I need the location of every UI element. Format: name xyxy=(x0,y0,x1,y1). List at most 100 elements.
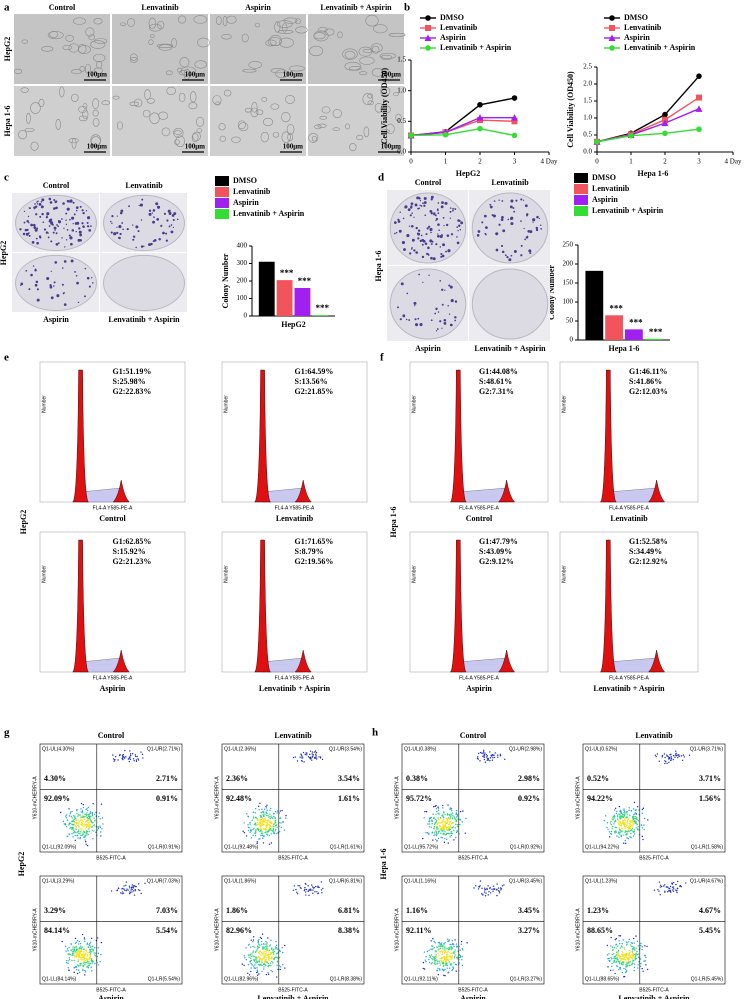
colony xyxy=(399,230,402,233)
marker xyxy=(512,95,518,101)
event xyxy=(249,974,250,975)
colony xyxy=(65,220,66,221)
marker xyxy=(662,131,668,137)
plate-label: Lenvatinib + Aspirin xyxy=(474,344,546,353)
event xyxy=(77,964,78,965)
event xyxy=(644,818,645,819)
colony xyxy=(29,207,30,208)
event xyxy=(457,957,458,958)
event xyxy=(72,954,73,955)
quadrant-percent: 82.96% xyxy=(226,926,252,935)
event xyxy=(431,832,432,833)
event xyxy=(79,947,80,948)
colony xyxy=(164,213,166,215)
event xyxy=(479,760,480,761)
event xyxy=(269,822,270,823)
event xyxy=(612,826,613,827)
event xyxy=(635,822,636,823)
event xyxy=(91,812,92,813)
event xyxy=(625,826,626,827)
colony xyxy=(398,220,401,223)
event xyxy=(453,946,454,947)
event xyxy=(634,958,635,959)
quadrant-percent: 92.48% xyxy=(226,794,252,803)
event xyxy=(645,955,646,956)
event xyxy=(442,948,443,949)
row-label: Hepa 1-6 xyxy=(379,849,388,880)
event xyxy=(630,837,631,838)
event xyxy=(136,756,137,757)
event xyxy=(85,960,86,961)
event xyxy=(457,818,458,819)
event xyxy=(624,825,625,826)
event xyxy=(87,825,88,826)
event xyxy=(607,822,608,823)
colony xyxy=(431,198,433,200)
legend-swatch xyxy=(215,187,229,197)
event xyxy=(86,834,87,835)
colony xyxy=(427,227,429,229)
event xyxy=(99,825,100,826)
colony xyxy=(135,247,137,249)
event xyxy=(133,758,134,759)
event xyxy=(455,827,456,828)
event xyxy=(628,838,629,839)
event xyxy=(429,962,430,963)
g1-peak xyxy=(600,540,616,672)
event xyxy=(265,946,266,947)
event xyxy=(264,962,265,963)
event xyxy=(80,817,81,818)
colony xyxy=(539,218,540,219)
event xyxy=(267,937,268,938)
event xyxy=(607,945,608,946)
event xyxy=(86,833,87,834)
g1-peak xyxy=(255,540,271,672)
event xyxy=(675,750,676,751)
event xyxy=(668,762,669,763)
colony xyxy=(50,201,53,204)
event xyxy=(81,951,82,952)
event xyxy=(488,759,489,760)
y-axis-title: Number xyxy=(411,395,417,413)
phase-percent: G1:71.65% xyxy=(295,537,334,546)
event xyxy=(440,964,441,965)
colony xyxy=(24,211,25,212)
bar xyxy=(605,315,623,340)
event xyxy=(612,817,613,818)
x-axis-title: B525-FITC-A xyxy=(639,855,669,861)
colony xyxy=(63,292,65,294)
colony xyxy=(446,224,448,226)
event xyxy=(78,943,79,944)
event xyxy=(263,819,264,820)
colony xyxy=(404,207,406,209)
event xyxy=(264,821,265,822)
colony xyxy=(437,212,439,214)
event xyxy=(142,754,143,755)
event xyxy=(632,958,633,959)
event xyxy=(260,815,261,816)
significance: *** xyxy=(298,276,312,286)
quadrant-percent: 3.71% xyxy=(699,774,721,783)
event xyxy=(685,882,686,883)
event xyxy=(435,950,436,951)
event xyxy=(450,946,451,947)
event xyxy=(443,944,444,945)
colony xyxy=(177,219,179,221)
colony xyxy=(411,202,414,205)
colony xyxy=(425,242,428,245)
event xyxy=(82,810,83,811)
colony xyxy=(442,255,445,258)
event xyxy=(452,818,453,819)
colony xyxy=(143,246,145,248)
event xyxy=(68,960,69,961)
colony xyxy=(456,226,458,228)
event xyxy=(619,967,620,968)
event xyxy=(448,940,449,941)
event xyxy=(439,962,440,963)
event xyxy=(437,822,438,823)
gate-label: Q1-UL(0.38%) xyxy=(404,746,437,752)
event xyxy=(441,827,442,828)
event xyxy=(631,954,632,955)
event xyxy=(625,823,626,824)
event xyxy=(483,751,484,752)
